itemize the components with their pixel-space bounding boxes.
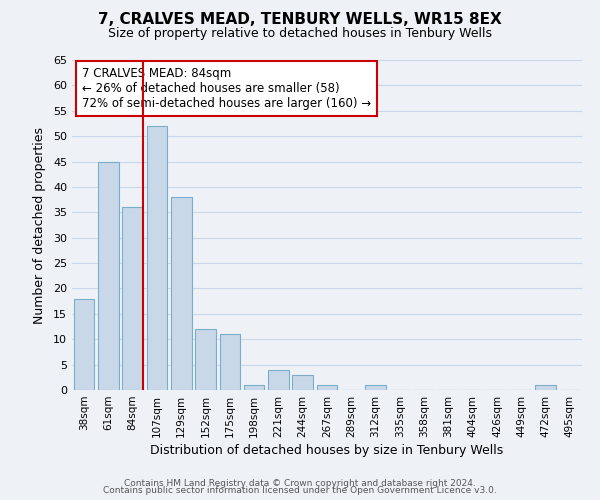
Bar [74,298,94,390]
Text: Size of property relative to detached houses in Tenbury Wells: Size of property relative to detached ho… [108,28,492,40]
Text: Contains public sector information licensed under the Open Government Licence v3: Contains public sector information licen… [103,486,497,495]
Bar [195,329,216,390]
Text: Contains HM Land Registry data © Crown copyright and database right 2024.: Contains HM Land Registry data © Crown c… [124,478,476,488]
Bar [98,162,119,390]
Bar [292,375,313,390]
Text: 7, CRALVES MEAD, TENBURY WELLS, WR15 8EX: 7, CRALVES MEAD, TENBURY WELLS, WR15 8EX [98,12,502,28]
Bar [317,385,337,390]
Bar [171,197,191,390]
Bar [365,385,386,390]
Bar [146,126,167,390]
Y-axis label: Number of detached properties: Number of detached properties [33,126,46,324]
Bar [220,334,240,390]
Bar [122,207,143,390]
Text: 7 CRALVES MEAD: 84sqm
← 26% of detached houses are smaller (58)
72% of semi-deta: 7 CRALVES MEAD: 84sqm ← 26% of detached … [82,66,371,110]
Bar [268,370,289,390]
Bar [244,385,265,390]
Bar [535,385,556,390]
X-axis label: Distribution of detached houses by size in Tenbury Wells: Distribution of detached houses by size … [151,444,503,457]
